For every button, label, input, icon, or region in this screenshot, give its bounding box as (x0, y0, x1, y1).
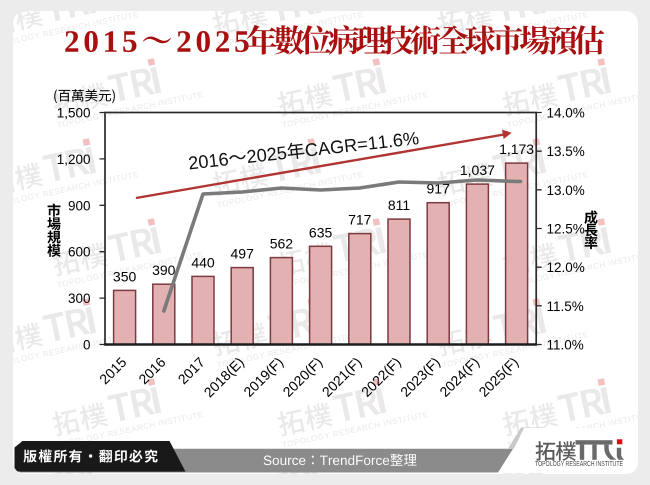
svg-text:13.5%: 13.5% (547, 144, 585, 159)
svg-text:717: 717 (348, 212, 372, 228)
svg-text:390: 390 (152, 262, 176, 278)
svg-text:1,200: 1,200 (57, 152, 91, 167)
svg-text:811: 811 (388, 197, 411, 213)
svg-text:562: 562 (270, 236, 294, 252)
svg-text:11.5%: 11.5% (547, 299, 584, 314)
svg-text:13.0%: 13.0% (547, 183, 585, 198)
svg-text:635: 635 (309, 224, 333, 240)
svg-text:497: 497 (231, 246, 255, 262)
svg-text:TOPOLOGY RESEARCH INSTITUTE: TOPOLOGY RESEARCH INSTITUTE (535, 461, 623, 468)
svg-text:600: 600 (68, 245, 91, 260)
svg-text:1,173: 1,173 (499, 141, 534, 157)
svg-text:12.5%: 12.5% (547, 222, 585, 237)
svg-text:1,500: 1,500 (57, 106, 91, 121)
svg-text:0: 0 (83, 338, 91, 353)
svg-text:350: 350 (113, 268, 137, 284)
svg-text:900: 900 (68, 198, 91, 213)
svg-text:917: 917 (427, 181, 451, 197)
svg-text:1,037: 1,037 (460, 162, 495, 178)
svg-text:12.0%: 12.0% (547, 260, 585, 275)
svg-text:14.0%: 14.0% (547, 106, 585, 121)
svg-text:440: 440 (191, 254, 215, 270)
svg-text:11.0%: 11.0% (547, 338, 584, 353)
svg-text:300: 300 (68, 291, 91, 306)
